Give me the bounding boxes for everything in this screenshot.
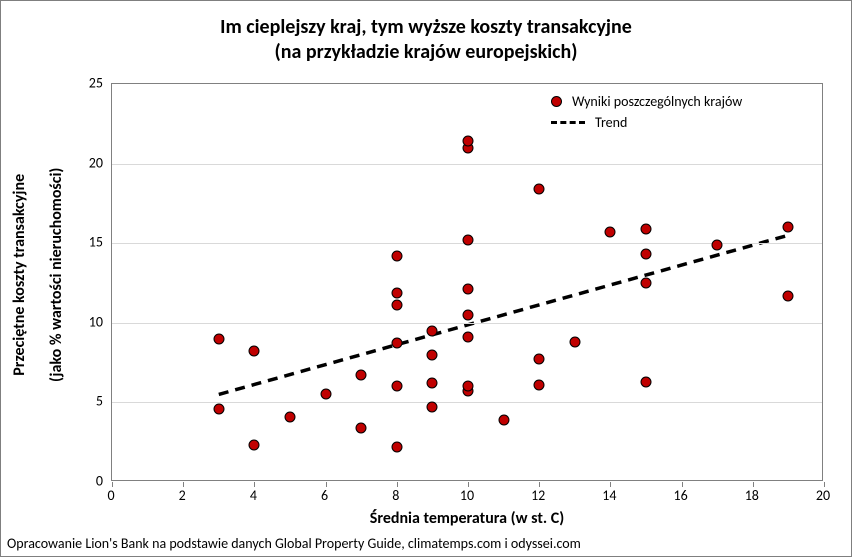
data-point bbox=[249, 346, 260, 357]
x-tick-label: 2 bbox=[179, 487, 186, 504]
data-point bbox=[534, 184, 545, 195]
legend-series-marker-icon bbox=[551, 96, 562, 107]
data-point bbox=[391, 287, 402, 298]
x-tick-label: 6 bbox=[321, 487, 328, 504]
legend-series-label: Wyniki poszczególnych krajów bbox=[572, 93, 742, 110]
data-point bbox=[391, 441, 402, 452]
legend-trend-label: Trend bbox=[595, 114, 627, 131]
source-note-text: Opracowanie Lion's Bank na podstawie dan… bbox=[7, 535, 581, 552]
data-point bbox=[641, 376, 652, 387]
x-tick-label: 4 bbox=[250, 487, 257, 504]
data-point bbox=[356, 370, 367, 381]
legend-row-trend: Trend bbox=[551, 114, 742, 131]
x-tick-label: 0 bbox=[107, 487, 114, 504]
data-point bbox=[783, 290, 794, 301]
data-point bbox=[463, 309, 474, 320]
data-point bbox=[641, 249, 652, 260]
gridline bbox=[112, 323, 822, 324]
y-tick-label: 15 bbox=[89, 234, 103, 251]
data-point bbox=[356, 422, 367, 433]
y-axis-title-line-2: (jako % wartości nieruchomości) bbox=[47, 168, 66, 382]
x-axis-title-text: Średnia temperatura (w st. C) bbox=[370, 509, 565, 528]
data-point bbox=[249, 440, 260, 451]
data-point bbox=[213, 403, 224, 414]
data-point bbox=[427, 349, 438, 360]
x-tick-label: 20 bbox=[816, 487, 830, 504]
title-line-2: (na przykładzie krajów europejskich) bbox=[275, 40, 578, 64]
x-tick-label: 8 bbox=[392, 487, 399, 504]
legend: Wyniki poszczególnych krajów Trend bbox=[551, 93, 742, 135]
data-point bbox=[463, 235, 474, 246]
data-point bbox=[427, 325, 438, 336]
y-axis-title-line-1: Przeciętne koszty transakcyjne bbox=[10, 174, 29, 376]
data-point bbox=[391, 338, 402, 349]
plot-area bbox=[111, 83, 823, 481]
data-point bbox=[783, 222, 794, 233]
data-point bbox=[463, 332, 474, 343]
data-point bbox=[391, 300, 402, 311]
data-point bbox=[463, 284, 474, 295]
data-point bbox=[463, 136, 474, 147]
source-note: Opracowanie Lion's Bank na podstawie dan… bbox=[7, 535, 581, 552]
data-point bbox=[712, 239, 723, 250]
chart-title: Im cieplejszy kraj, tym wyższe koszty tr… bbox=[1, 15, 851, 65]
y-tick-label: 0 bbox=[96, 473, 103, 490]
data-point bbox=[569, 336, 580, 347]
y-tick-label: 5 bbox=[96, 393, 103, 410]
data-point bbox=[391, 250, 402, 261]
data-point bbox=[534, 379, 545, 390]
x-tick-label: 16 bbox=[673, 487, 687, 504]
x-axis-title: Średnia temperatura (w st. C) bbox=[111, 509, 823, 528]
data-point bbox=[427, 378, 438, 389]
x-tick-label: 12 bbox=[531, 487, 545, 504]
data-point bbox=[641, 223, 652, 234]
y-tick-label: 20 bbox=[89, 154, 103, 171]
x-tick-label: 14 bbox=[602, 487, 616, 504]
legend-row-series: Wyniki poszczególnych krajów bbox=[551, 93, 742, 110]
y-tick-label: 10 bbox=[89, 313, 103, 330]
data-point bbox=[213, 333, 224, 344]
title-line-1: Im cieplejszy kraj, tym wyższe koszty tr… bbox=[220, 15, 632, 39]
data-point bbox=[498, 414, 509, 425]
x-tick-label: 10 bbox=[460, 487, 474, 504]
legend-trend-dash-icon bbox=[551, 121, 585, 124]
data-point bbox=[534, 354, 545, 365]
y-axis-title: Przeciętne koszty transakcyjne (jako % w… bbox=[0, 168, 85, 397]
data-point bbox=[427, 402, 438, 413]
data-point bbox=[320, 389, 331, 400]
x-tick-label: 18 bbox=[745, 487, 759, 504]
y-tick-label: 25 bbox=[89, 75, 103, 92]
data-point bbox=[605, 227, 616, 238]
data-point bbox=[285, 411, 296, 422]
data-point bbox=[463, 381, 474, 392]
data-point bbox=[391, 381, 402, 392]
gridline bbox=[112, 164, 822, 165]
chart-container: Im cieplejszy kraj, tym wyższe koszty tr… bbox=[0, 0, 852, 557]
data-point bbox=[641, 278, 652, 289]
